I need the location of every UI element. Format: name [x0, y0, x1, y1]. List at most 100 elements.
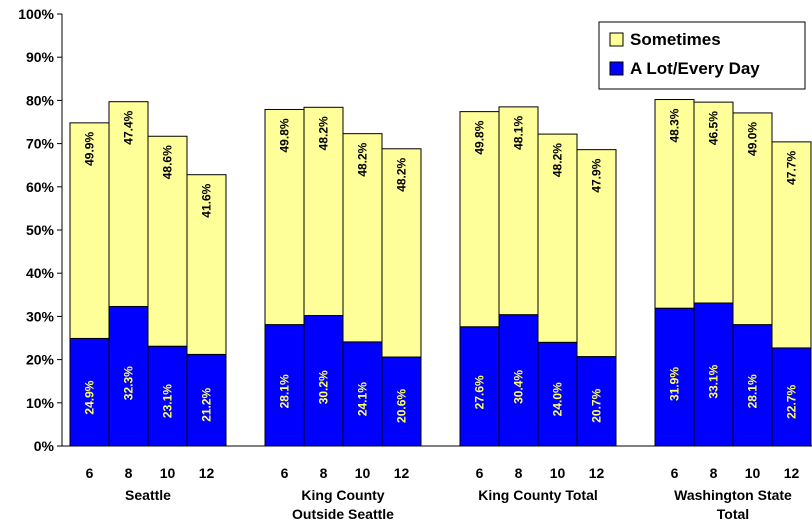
bar-value-label: 24.9% [83, 380, 97, 414]
bar-value-label: 30.2% [317, 370, 331, 404]
y-tick-label: 40% [26, 265, 55, 281]
group-label: Seattle [125, 487, 171, 503]
bar-segment [771, 141, 812, 349]
bar-segment [147, 135, 188, 347]
bar-value-label: 49.0% [746, 122, 760, 156]
x-tick-label: 12 [394, 465, 410, 481]
bar-value-label: 48.2% [551, 143, 565, 177]
bar-segment [108, 305, 149, 447]
x-tick-label: 12 [199, 465, 215, 481]
group-label: Total [717, 506, 749, 522]
bar-segment [654, 307, 695, 447]
bar-value-label: 47.7% [785, 151, 799, 185]
bar-value-label: 28.1% [746, 374, 760, 408]
bar-segment [342, 341, 383, 447]
bar-value-label: 49.9% [83, 132, 97, 166]
bar-value-label: 48.3% [668, 108, 682, 142]
chart-bars [69, 99, 812, 447]
bar-value-label: 20.7% [590, 388, 604, 422]
bar-segment [459, 111, 500, 328]
group-label: Washington State [674, 487, 792, 503]
bar-value-label: 49.8% [473, 120, 487, 154]
bar-value-label: 31.9% [668, 367, 682, 401]
bar-value-label: 41.6% [200, 183, 214, 217]
bar-value-labels: 24.9% 49.9% 32.3% 47.4% 23.1% 48.6% 21.2% 41.6%… [83, 108, 799, 423]
bar-value-label: 23.1% [161, 384, 175, 418]
x-tick-label: 10 [160, 465, 176, 481]
bar-value-label: 24.1% [356, 382, 370, 416]
bar-segment [771, 347, 812, 447]
y-tick-label: 90% [26, 49, 55, 65]
bar-segment [303, 106, 344, 317]
y-tick-label: 20% [26, 352, 55, 368]
bar-segment [498, 314, 539, 447]
bar-segment [186, 174, 227, 355]
legend: Sometimes A Lot/Every Day [598, 21, 806, 90]
y-tick-label: 80% [26, 92, 55, 108]
x-tick-label: 12 [589, 465, 605, 481]
y-tick-label: 30% [26, 308, 55, 324]
bar-segment [576, 356, 617, 447]
bar-segment [576, 149, 617, 358]
bar-segment [264, 324, 305, 447]
x-tick-label: 12 [784, 465, 800, 481]
bar-value-label: 24.0% [551, 382, 565, 416]
bar-segment [693, 101, 734, 304]
bar-segment [264, 108, 305, 326]
bar-value-label: 48.2% [317, 116, 331, 150]
legend-label-a-lot-every-day: A Lot/Every Day [630, 59, 760, 78]
bar-value-label: 48.6% [161, 145, 175, 179]
y-tick-label: 100% [18, 6, 54, 22]
legend-swatch-a-lot-every-day [609, 61, 624, 76]
bar-segment [186, 353, 227, 447]
bar-value-label: 32.3% [122, 366, 136, 400]
group-label: King County Total [478, 487, 598, 503]
bar-value-label: 28.1% [278, 374, 292, 408]
bar-segment [303, 315, 344, 447]
y-tick-label: 50% [26, 222, 55, 238]
x-axis-labels: 6 8 10 12 Seattle 6 8 10 12 King County Outside Se… [86, 465, 800, 522]
bar-value-label: 47.9% [590, 158, 604, 192]
y-tick-label: 70% [26, 136, 55, 152]
x-tick-label: 10 [745, 465, 761, 481]
bar-value-label: 30.4% [512, 370, 526, 404]
x-tick-label: 10 [355, 465, 371, 481]
bar-segment [108, 101, 149, 307]
bar-value-label: 21.2% [200, 387, 214, 421]
x-tick-label: 6 [281, 465, 289, 481]
bar-segment [732, 112, 773, 326]
bar-value-label: 49.8% [278, 118, 292, 152]
y-tick-label: 0% [34, 438, 55, 454]
bar-segment [69, 122, 110, 339]
bar-segment [381, 356, 422, 447]
x-tick-label: 6 [86, 465, 94, 481]
bar-value-label: 33.1% [707, 364, 721, 398]
bar-value-label: 47.4% [122, 110, 136, 144]
bar-value-label: 20.6% [395, 389, 409, 423]
x-tick-label: 10 [550, 465, 566, 481]
x-tick-label: 8 [515, 465, 523, 481]
x-tick-label: 8 [125, 465, 133, 481]
y-tick-label: 10% [26, 395, 55, 411]
legend-label-sometimes: Sometimes [630, 30, 721, 49]
legend-swatch-sometimes [609, 32, 624, 47]
bar-value-label: 48.1% [512, 116, 526, 150]
group-label: King County [301, 487, 384, 503]
bar-segment [381, 148, 422, 358]
chart-axes: 0% 10% 20% 30% 40% 50% 60% 70% 80% 90% 100% [18, 6, 812, 454]
bar-value-label: 22.7% [785, 385, 799, 419]
bar-segment [537, 341, 578, 447]
x-tick-label: 8 [320, 465, 328, 481]
bar-segment [498, 106, 539, 316]
legend-box [598, 21, 806, 90]
x-tick-label: 6 [476, 465, 484, 481]
bar-segment [342, 133, 383, 343]
x-tick-label: 8 [710, 465, 718, 481]
bar-value-label: 48.2% [395, 157, 409, 191]
bar-value-label: 48.2% [356, 142, 370, 176]
bar-segment [537, 133, 578, 343]
x-tick-label: 6 [671, 465, 679, 481]
bar-value-label: 27.6% [473, 375, 487, 409]
group-label: Outside Seattle [292, 506, 394, 522]
